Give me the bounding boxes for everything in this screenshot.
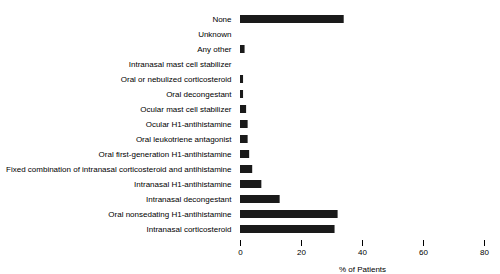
svg-text:None: None bbox=[212, 15, 232, 24]
svg-text:% of Patients: % of Patients bbox=[339, 265, 386, 274]
svg-text:80: 80 bbox=[480, 248, 489, 257]
svg-text:Intranasal decongestant: Intranasal decongestant bbox=[146, 195, 232, 204]
svg-text:Intranasal corticosteroid: Intranasal corticosteroid bbox=[147, 225, 232, 234]
svg-text:60: 60 bbox=[419, 248, 428, 257]
svg-text:Unknown: Unknown bbox=[198, 30, 231, 39]
svg-text:Oral first-generation H1-antih: Oral first-generation H1-antihistamine bbox=[99, 150, 232, 159]
svg-text:Intranasal mast cell stabilize: Intranasal mast cell stabilizer bbox=[129, 60, 232, 69]
svg-text:Ocular mast cell stabilizer: Ocular mast cell stabilizer bbox=[140, 105, 231, 114]
svg-text:0: 0 bbox=[238, 248, 243, 257]
svg-text:Oral or nebulized corticostero: Oral or nebulized corticosteroid bbox=[121, 75, 232, 84]
svg-text:Ocular H1-antihistamine: Ocular H1-antihistamine bbox=[146, 120, 232, 129]
svg-text:Oral leukotriene antagonist: Oral leukotriene antagonist bbox=[136, 135, 232, 144]
svg-text:Oral decongestant: Oral decongestant bbox=[166, 90, 232, 99]
svg-text:Oral nonsedating H1-antihistam: Oral nonsedating H1-antihistamine bbox=[108, 210, 232, 219]
svg-text:Any other: Any other bbox=[197, 45, 232, 54]
svg-text:Intranasal H1-antihistamine: Intranasal H1-antihistamine bbox=[134, 180, 232, 189]
svg-text:20: 20 bbox=[297, 248, 306, 257]
svg-text:Fixed combination of intranasa: Fixed combination of intranasal corticos… bbox=[6, 165, 232, 174]
svg-text:40: 40 bbox=[358, 248, 367, 257]
